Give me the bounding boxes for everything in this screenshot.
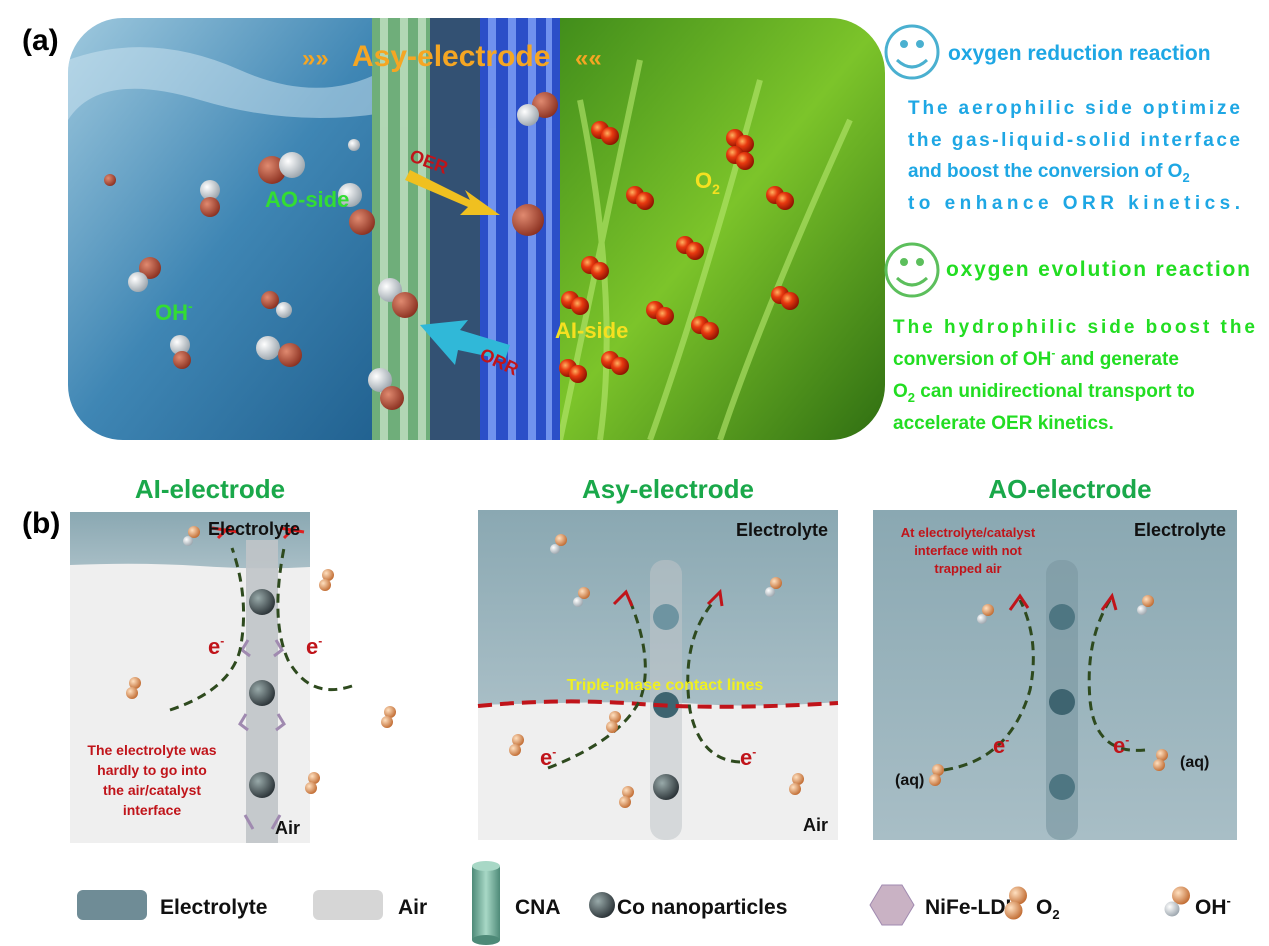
oh-label: OH- bbox=[155, 298, 193, 325]
oer-heading: oxygen evolution reaction bbox=[946, 258, 1250, 281]
chevrons-right-icon: »» bbox=[302, 45, 329, 72]
electron-label: e- bbox=[993, 733, 1009, 758]
svg-text:interface with not: interface with not bbox=[914, 543, 1022, 558]
svg-text:the gas-liquid-solid interface: the gas-liquid-solid interface bbox=[908, 130, 1240, 151]
panel-a-label: (a) bbox=[22, 24, 59, 57]
electrolyte-label: Electrolyte bbox=[736, 520, 828, 540]
asy-electrode-illustration bbox=[68, 18, 885, 440]
svg-text:The electrolyte was: The electrolyte was bbox=[87, 742, 216, 758]
electron-label: e- bbox=[540, 745, 556, 770]
ao-side-label: AO-side bbox=[265, 187, 349, 212]
svg-text:Co nanoparticles: Co nanoparticles bbox=[617, 896, 787, 919]
ai-electrode-title: AI-electrode bbox=[135, 474, 285, 504]
air-label: Air bbox=[275, 818, 300, 838]
legend: Electrolyte Air CNA Co nanoparticles NiF… bbox=[77, 861, 1231, 945]
sphere-icon bbox=[589, 892, 615, 918]
ao-electrode-panel bbox=[873, 510, 1237, 840]
electron-label: e- bbox=[208, 634, 224, 659]
air-swatch-icon bbox=[313, 890, 383, 920]
asy-electrode-title-b: Asy-electrode bbox=[582, 474, 754, 504]
blocked-icon bbox=[211, 524, 305, 540]
o2-label: O2 bbox=[695, 168, 720, 197]
oh-molecules bbox=[104, 92, 558, 410]
svg-text:accelerate OER kinetics.: accelerate OER kinetics. bbox=[893, 413, 1114, 434]
svg-text:Air: Air bbox=[398, 896, 427, 919]
asy-electrode-title: Asy-electrode bbox=[352, 40, 550, 73]
svg-text:The aerophilic side optimize: The aerophilic side optimize bbox=[908, 98, 1240, 119]
aq-label: (aq) bbox=[895, 772, 924, 789]
svg-text:O2 can unidirectional transpor: O2 can unidirectional transport to bbox=[893, 381, 1195, 405]
svg-text:O2: O2 bbox=[1036, 896, 1060, 922]
smiley-icon bbox=[884, 242, 940, 298]
ao-electrode-note: At electrolyte/catalyst interface with n… bbox=[901, 525, 1036, 576]
electron-label: e- bbox=[1113, 733, 1129, 758]
ai-electrode-note: The electrolyte was hardly to go into th… bbox=[87, 742, 216, 818]
asy-electrode-panel bbox=[477, 510, 839, 840]
smiley-icon bbox=[884, 24, 940, 80]
electron-label: e- bbox=[306, 634, 322, 659]
svg-text:interface: interface bbox=[123, 802, 182, 818]
ai-side-label: AI-side bbox=[555, 318, 628, 343]
air-label: Air bbox=[803, 815, 828, 835]
oer-arrow bbox=[405, 170, 500, 215]
electron-label: e- bbox=[740, 745, 756, 770]
electrolyte-swatch-icon bbox=[77, 890, 147, 920]
svg-text:conversion of OH- and generate: conversion of OH- and generate bbox=[893, 346, 1179, 370]
orr-heading: oxygen reduction reaction bbox=[948, 42, 1211, 65]
electrolyte-label: Electrolyte bbox=[1134, 520, 1226, 540]
oer-description: The hydrophilic side boost the conversio… bbox=[893, 317, 1255, 434]
ao-electrode-title: AO-electrode bbox=[988, 474, 1151, 504]
aq-label: (aq) bbox=[1180, 754, 1209, 771]
cylinder-icon bbox=[472, 861, 500, 945]
triple-phase-label: Triple-phase contact lines bbox=[567, 677, 764, 694]
ai-electrode-panel bbox=[70, 512, 396, 843]
triple-phase-line bbox=[477, 699, 839, 709]
svg-text:and boost the conversion of O2: and boost the conversion of O2 bbox=[908, 161, 1190, 185]
orr-arrow bbox=[420, 320, 510, 365]
chevrons-left-icon: «« bbox=[575, 45, 602, 72]
svg-text:to enhance ORR kinetics.: to enhance ORR kinetics. bbox=[908, 193, 1240, 214]
panel-b-label: (b) bbox=[22, 507, 60, 540]
svg-text:hardly to go into: hardly to go into bbox=[97, 762, 207, 778]
electrolyte-label: Electrolyte bbox=[208, 519, 300, 539]
svg-text:Electrolyte: Electrolyte bbox=[160, 896, 267, 919]
svg-text:trapped air: trapped air bbox=[934, 561, 1001, 576]
svg-text:At electrolyte/catalyst: At electrolyte/catalyst bbox=[901, 525, 1036, 540]
svg-text:the air/catalyst: the air/catalyst bbox=[103, 782, 201, 798]
svg-text:The hydrophilic side boost the: The hydrophilic side boost the bbox=[893, 317, 1255, 338]
orr-description: The aerophilic side optimize the gas-liq… bbox=[908, 98, 1240, 214]
svg-text:NiFe-LDH: NiFe-LDH bbox=[925, 896, 1021, 919]
oh-molecule-icon bbox=[1164, 886, 1190, 917]
svg-text:OH-: OH- bbox=[1195, 893, 1231, 919]
svg-text:CNA: CNA bbox=[515, 896, 561, 919]
hexagon-icon bbox=[869, 884, 915, 926]
